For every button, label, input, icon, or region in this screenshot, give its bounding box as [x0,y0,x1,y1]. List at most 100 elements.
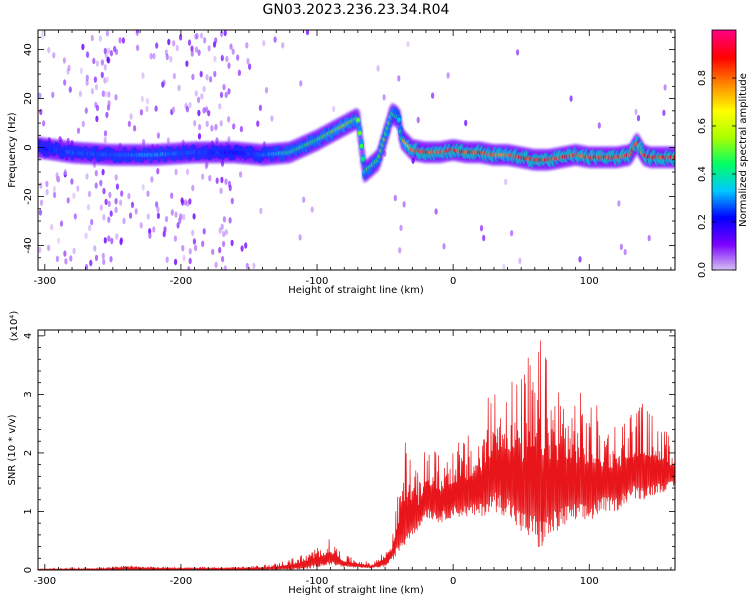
colorbar-step [712,106,736,109]
noise-blob [220,30,224,38]
noise-blob [182,213,186,221]
noise-blob [101,90,105,97]
noise-blob [218,103,222,110]
colorbar-step [712,162,736,165]
colorbar-step [712,152,736,155]
colorbar-step [712,180,736,183]
noise-blob [431,92,435,99]
noise-blob [382,94,386,101]
noise-blob [98,35,102,42]
noise-blob [298,234,302,241]
noise-blob [38,246,42,254]
noise-blob [662,109,666,117]
noise-blob [617,200,621,207]
snr-y-ticks: 0 1 2 3 4 [23,333,675,573]
colorbar-step [712,208,736,211]
colorbar-step [712,94,736,97]
colorbar-step [712,132,736,135]
noise-blob [597,122,601,129]
noise-blob [191,229,195,237]
colorbar-step [712,138,736,141]
snr-x-label: Height of straight line (km) [288,585,424,596]
noise-blob [406,41,410,48]
noise-blob [482,234,486,242]
colorbar-step [712,112,736,115]
noise-blob [219,187,223,194]
colorbar-step [712,228,736,231]
noise-blob [187,266,191,270]
noise-blob [636,114,641,122]
colorbar-step [712,60,736,63]
noise-blob [72,247,76,254]
noise-blob [184,102,188,110]
colorbar-step [712,264,736,267]
noise-blob [248,63,252,70]
noise-blob [186,200,190,207]
noise-blob [173,235,177,242]
noise-blob [393,194,397,202]
noise-blob [182,254,186,262]
noise-blob [100,59,104,66]
colorbar-step [712,256,736,259]
noise-blob [106,56,110,63]
x-tick-label: 100 [580,276,599,287]
noise-blob [105,30,109,37]
colorbar-step [712,150,736,153]
noise-blob [156,206,160,213]
noise-blob [90,88,94,95]
noise-blob [130,201,135,208]
colorbar-step [712,216,736,219]
noise-blob [231,48,235,55]
noise-blob [214,124,218,131]
colorbar-step [712,42,736,45]
noise-blob [85,173,89,180]
noise-blob [81,43,85,51]
noise-blob [165,53,169,61]
noise-blob [647,234,651,242]
noise-blob [623,248,627,256]
noise-blob [42,120,46,127]
noise-blob [174,258,178,266]
noise-blob [95,60,99,67]
noise-blob [94,170,98,177]
noise-blob [302,196,306,203]
noise-blob [177,84,181,92]
colorbar-step [712,210,736,213]
noise-blob [210,125,214,132]
colorbar-step [712,120,736,123]
noise-blob [213,70,217,78]
colorbar-step [712,254,736,257]
noise-blob [203,37,207,44]
noise-blob [169,56,173,63]
snr-frame [37,329,676,571]
noise-blob [52,185,57,192]
y-tick-label: 2 [23,450,34,456]
noise-blob [232,123,236,130]
noise-blob [205,120,209,128]
colorbar-step [712,80,736,83]
colorbar-step [712,72,736,75]
noise-blob [187,39,192,46]
x-tick-label: -300 [33,576,56,587]
colorbar-step [712,168,736,171]
noise-blob [102,214,106,221]
noise-blob [200,93,204,100]
noise-blob [73,213,77,220]
noise-blob [464,119,468,127]
noise-blob [141,184,145,191]
noise-blob [185,168,190,175]
colorbar-step [712,130,736,133]
noise-blob [47,244,51,252]
noise-blob [107,91,111,98]
x-tick-label: -300 [33,276,56,287]
noise-blob [502,263,506,270]
x-tick-label: 100 [580,576,599,587]
noise-blob [434,208,438,215]
colorbar-step [712,174,736,177]
noise-blob [135,30,140,34]
noise-blob [213,55,217,63]
y-tick-label: 0 [23,144,34,150]
colorbar-step [712,140,736,143]
noise-blob [103,47,107,55]
noise-blob [183,199,188,206]
